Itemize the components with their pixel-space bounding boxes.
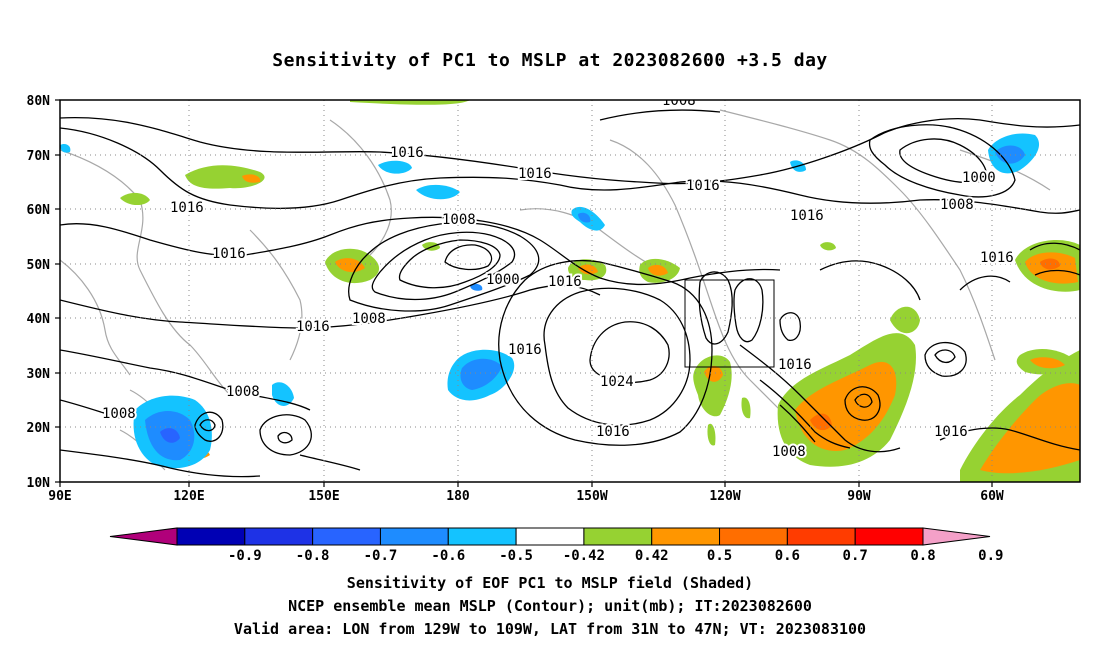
colorbar-box (312, 527, 381, 546)
contour-label: 1008 (662, 93, 696, 109)
contour-labels: 1008 1016 1016 1016 1008 1016 1016 1000 … (100, 93, 1016, 462)
contour-label: 1016 (296, 319, 330, 335)
contour-label: 1016 (934, 424, 968, 440)
plot-frame (59, 99, 1081, 483)
colorbar-tick-label: -0.5 (499, 548, 533, 564)
gridlines (60, 100, 1080, 482)
lat-label: 60N (27, 203, 51, 218)
colorbar-tick-label: -0.42 (563, 548, 605, 564)
colorbar-right-arrow (922, 527, 991, 546)
mslp-contours (60, 109, 1080, 478)
latitude-labels: 80N 70N 60N 50N 40N 30N 20N 10N (27, 94, 51, 491)
colorbar-box (447, 527, 517, 546)
colorbar-box (854, 527, 924, 546)
lat-label: 50N (27, 258, 51, 273)
lon-label: 180 (446, 489, 470, 504)
lat-label: 70N (27, 149, 51, 164)
colorbar-tick-label: -0.8 (296, 548, 330, 564)
lon-label: 90E (48, 489, 71, 504)
colorbar-box (244, 527, 314, 546)
contour-label: 1016 (212, 246, 246, 262)
lat-label: 40N (27, 312, 51, 327)
lat-label: 10N (27, 476, 51, 491)
contour-label: 1008 (442, 212, 476, 228)
caption-line-3: Valid area: LON from 129W to 109W, LAT f… (233, 620, 867, 638)
contour-label: 1008 (772, 444, 806, 460)
colorbar-box (515, 527, 585, 546)
colorbar-left-arrow (109, 527, 178, 546)
colorbar-box (786, 527, 856, 546)
colorbar (109, 527, 991, 546)
contour-label: 1008 (940, 197, 974, 213)
contour-label: 1016 (980, 250, 1014, 266)
valid-area-box (684, 279, 775, 368)
contour-label: 1024 (600, 374, 634, 390)
colorbar-box (176, 527, 246, 546)
colorbar-tick-label: 0.8 (910, 548, 935, 564)
colorbar-box (651, 527, 721, 546)
contour-label: 1016 (596, 424, 630, 440)
colorbar-box (583, 527, 653, 546)
map-title: Sensitivity of PC1 to MSLP at 2023082600… (272, 50, 828, 71)
colorbar-tick-label: -0.7 (364, 548, 398, 564)
lon-label: 60W (980, 489, 1004, 504)
lat-label: 30N (27, 367, 51, 382)
lon-label: 120E (173, 489, 204, 504)
lon-label: 120W (709, 489, 740, 504)
tick-marks (55, 99, 993, 487)
contour-label: 1000 (486, 272, 520, 288)
lon-label: 150E (308, 489, 339, 504)
contour-label: 1016 (790, 208, 824, 224)
contour-label: 1016 (548, 274, 582, 290)
colorbar-tick-label: 0.42 (635, 548, 669, 564)
contour-label: 1016 (390, 145, 424, 161)
lat-label: 20N (27, 421, 51, 436)
colorbar-tick-label: 0.5 (707, 548, 732, 564)
contour-label: 1008 (226, 384, 260, 400)
contour-label: 1016 (686, 178, 720, 194)
caption-line-2: NCEP ensemble mean MSLP (Contour); unit(… (288, 597, 812, 615)
lon-label: 90W (847, 489, 871, 504)
longitude-labels: 90E 120E 150E 180 150W 120W 90W 60W (48, 489, 1004, 504)
shaded-negative-regions (60, 133, 1040, 469)
contour-label: 1016 (508, 342, 542, 358)
contour-label: 1016 (778, 357, 812, 373)
colorbar-tick-label: -0.9 (228, 548, 262, 564)
contour-label: 1008 (352, 311, 386, 327)
contour-label: 1000 (962, 170, 996, 186)
colorbar-labels: -0.9 -0.8 -0.7 -0.6 -0.5 -0.42 0.42 0.5 0.6 0.7 0.… (228, 548, 1004, 564)
colorbar-tick-label: 0.9 (978, 548, 1003, 564)
colorbar-box (719, 527, 788, 546)
lon-label: 150W (576, 489, 607, 504)
contour-label: 1016 (170, 200, 204, 216)
colorbar-tick-label: 0.6 (775, 548, 800, 564)
colorbar-tick-label: 0.7 (843, 548, 868, 564)
caption-line-1: Sensitivity of EOF PC1 to MSLP field (Sh… (346, 574, 754, 592)
colorbar-tick-label: -0.6 (431, 548, 465, 564)
lat-label: 80N (27, 94, 51, 109)
colorbar-box (379, 527, 449, 546)
coastlines (60, 109, 1051, 471)
contour-label: 1008 (102, 406, 136, 422)
sensitivity-map: 1008 1016 1016 1016 1008 1016 1016 1000 … (27, 93, 1081, 564)
contour-label: 1016 (518, 166, 552, 182)
